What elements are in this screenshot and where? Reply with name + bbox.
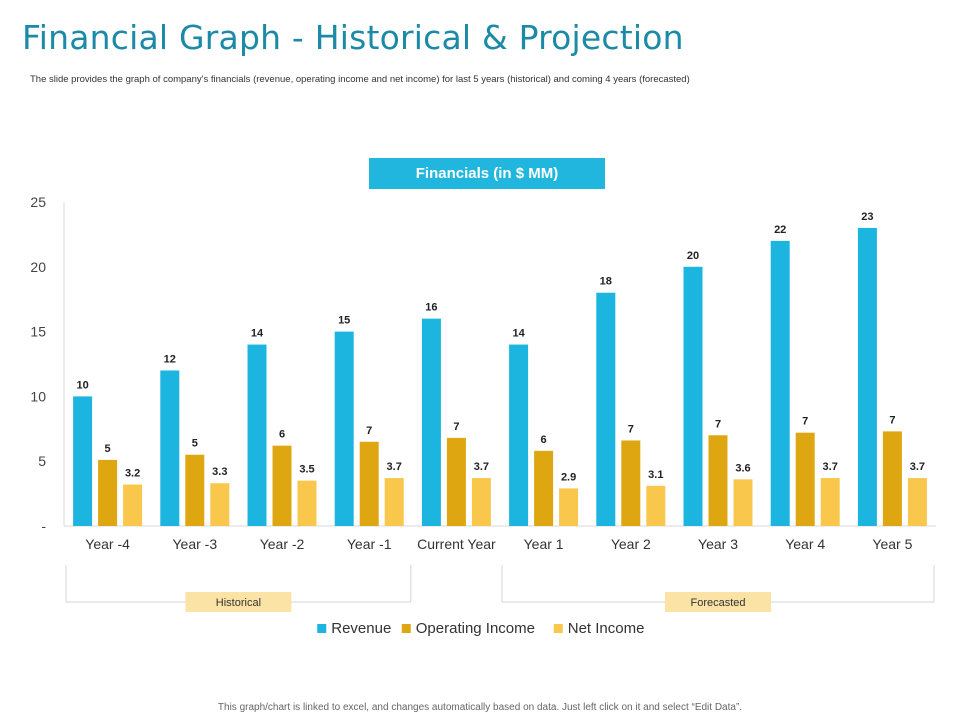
data-label: 7 xyxy=(802,416,808,428)
data-label: 6 xyxy=(279,429,285,441)
bar xyxy=(272,445,292,526)
bar xyxy=(471,478,491,526)
data-label: 5 xyxy=(192,438,198,450)
bar xyxy=(210,483,230,526)
data-label: 20 xyxy=(687,250,699,262)
bar xyxy=(334,331,354,526)
bar xyxy=(98,459,118,526)
data-label: 18 xyxy=(600,276,612,288)
data-label: 3.6 xyxy=(735,462,750,474)
data-label: 3.7 xyxy=(910,461,925,473)
bar xyxy=(297,480,317,526)
bar xyxy=(185,454,205,526)
bar xyxy=(534,450,554,526)
bar xyxy=(882,431,902,526)
data-label: 23 xyxy=(861,211,873,223)
y-tick-label: 15 xyxy=(30,324,46,340)
x-tick-label: Year -3 xyxy=(172,536,217,552)
bar xyxy=(160,370,180,526)
data-label: 3.1 xyxy=(648,469,663,481)
data-label: 16 xyxy=(425,302,437,314)
bar xyxy=(73,396,93,526)
data-label: 3.5 xyxy=(299,464,314,476)
data-label: 14 xyxy=(251,328,264,340)
data-label: 3.3 xyxy=(212,466,227,478)
bar xyxy=(621,440,641,526)
bar xyxy=(559,488,579,526)
x-tick-label: Year -1 xyxy=(347,536,392,552)
bar xyxy=(683,266,703,526)
y-tick-label: 25 xyxy=(30,194,46,210)
legend-swatch xyxy=(317,624,327,633)
bar xyxy=(359,441,379,526)
slide-subtitle: The slide provides the graph of company'… xyxy=(30,74,690,85)
data-label: 7 xyxy=(628,423,634,435)
slide-title: Financial Graph - Historical & Projectio… xyxy=(22,18,684,57)
period-badge xyxy=(665,592,771,612)
bar xyxy=(733,479,753,526)
x-tick-label: Year 2 xyxy=(611,536,651,552)
bar xyxy=(123,484,143,526)
period-label: Forecasted xyxy=(690,597,745,609)
data-label: 7 xyxy=(715,418,721,430)
bar xyxy=(646,485,666,526)
bar xyxy=(795,432,815,526)
bar xyxy=(596,292,616,526)
data-label: 3.2 xyxy=(125,468,140,480)
data-label: 12 xyxy=(164,353,176,365)
y-tick-label: 20 xyxy=(30,259,46,275)
footer-note: This graph/chart is linked to excel, and… xyxy=(217,702,743,713)
x-tick-label: Year 3 xyxy=(698,536,738,552)
x-tick-label: Year 4 xyxy=(785,536,825,552)
data-label: 3.7 xyxy=(387,461,402,473)
data-label: 7 xyxy=(889,414,895,426)
data-label: 22 xyxy=(774,224,786,236)
x-tick-label: Year 5 xyxy=(872,536,912,552)
data-label: 14 xyxy=(512,328,525,340)
period-badge xyxy=(185,592,292,612)
data-label: 15 xyxy=(338,315,350,327)
data-label: 10 xyxy=(76,379,88,391)
data-label: 6 xyxy=(541,434,547,446)
data-label: 7 xyxy=(366,425,372,437)
data-label: 3.7 xyxy=(823,461,838,473)
data-label: 2.9 xyxy=(561,471,576,483)
chart-title: Financials (in $ MM) xyxy=(369,158,605,189)
legend-swatch xyxy=(553,624,563,633)
y-tick-label: 5 xyxy=(38,453,46,469)
x-tick-label: Year 1 xyxy=(524,536,564,552)
y-tick-label: 10 xyxy=(30,388,46,404)
bar xyxy=(446,437,466,526)
bar xyxy=(247,344,267,526)
data-label: 3.7 xyxy=(474,461,489,473)
bar xyxy=(509,344,529,526)
y-tick-label: - xyxy=(41,518,46,534)
bar xyxy=(820,478,840,526)
data-label: 5 xyxy=(105,443,111,455)
legend-label: Revenue xyxy=(331,620,391,637)
bar xyxy=(857,227,877,527)
bar xyxy=(708,435,728,526)
x-tick-label: Current Year xyxy=(417,536,496,552)
data-label: 7 xyxy=(453,421,459,433)
bar xyxy=(384,478,404,526)
bar xyxy=(421,318,441,526)
bar xyxy=(770,240,790,526)
x-tick-label: Year -4 xyxy=(85,536,130,552)
legend-label: Operating Income xyxy=(416,620,535,637)
legend-label: Net Income xyxy=(568,620,645,637)
period-label: Historical xyxy=(216,597,261,609)
x-tick-label: Year -2 xyxy=(260,536,305,552)
bar xyxy=(907,478,927,526)
legend-swatch xyxy=(401,624,411,633)
